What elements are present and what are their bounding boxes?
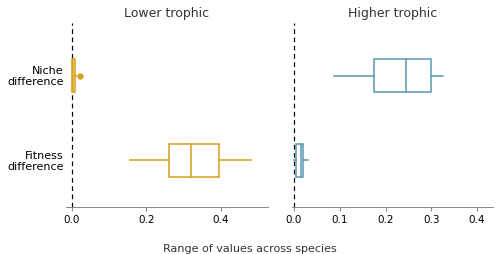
- Bar: [296, 145, 303, 177]
- Bar: [72, 60, 75, 92]
- Title: Lower trophic: Lower trophic: [124, 7, 210, 20]
- Text: Range of values across species: Range of values across species: [163, 244, 337, 253]
- Title: Higher trophic: Higher trophic: [348, 7, 437, 20]
- Bar: [169, 145, 219, 177]
- Bar: [374, 60, 432, 92]
